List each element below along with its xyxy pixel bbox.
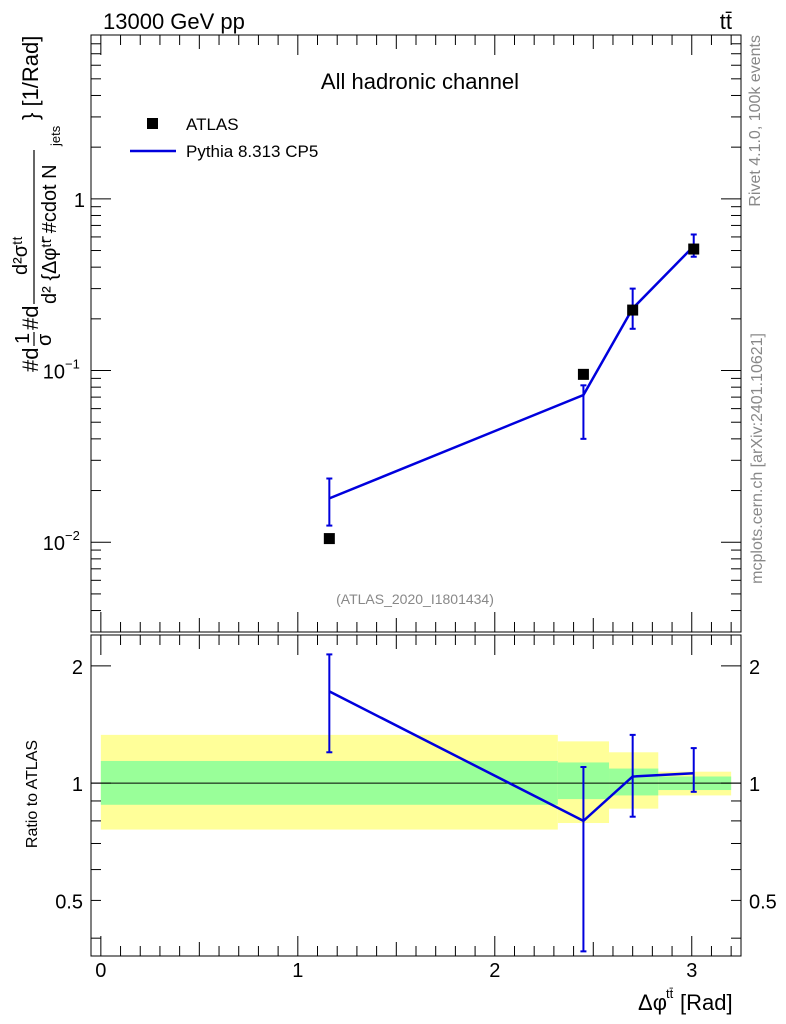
- xlabel-sup: tt̄: [666, 986, 674, 1001]
- main-title: All hadronic channel: [321, 69, 519, 94]
- main-ylabel: #d 1 σ #d d²σᵗᵗ d² {Δφᵗᵗ̄ #cdot N jets }…: [10, 36, 63, 372]
- data-point-atlas: [577, 368, 589, 380]
- ratio-y-tick-label-right: 1: [749, 774, 760, 796]
- ratio-y-tick-label-left: 1: [72, 774, 83, 796]
- y-tick-label-exponent: −2: [65, 528, 80, 543]
- analysis-label: (ATLAS_2020_I1801434): [336, 591, 494, 607]
- y-tick-label: 1: [74, 190, 85, 212]
- ratio-panel: 0.5 0.5 1 1 2 2 0 1 2 3 Ratio to ATLAS Δφ tt̄ [Ra…: [24, 634, 777, 1015]
- ratio-axis-ticks: 0.5 0.5 1 1 2 2 0 1 2 3: [55, 635, 777, 982]
- x-tick-label: 3: [686, 960, 697, 982]
- ylabel-units: } [1/Rad]: [18, 36, 43, 120]
- ylabel-prefix: #d: [18, 348, 43, 372]
- x-axis-title: Δφ tt̄ [Rad]: [638, 986, 733, 1015]
- legend-label-pythia: Pythia 8.313 CP5: [186, 142, 318, 161]
- ratio-line-pythia: [328, 690, 694, 823]
- ylabel-big-num: d²σᵗᵗ: [10, 236, 32, 275]
- ratio-y-tick-label-right: 0.5: [749, 891, 777, 913]
- data-point-atlas: [627, 304, 639, 316]
- energy-label: 13000 GeV pp: [103, 9, 245, 34]
- legend-label-atlas: ATLAS: [186, 115, 239, 134]
- xlabel-units: [Rad]: [680, 990, 733, 1015]
- main-panel: 10 −210 −11 All hadronic channel (ATLAS_20…: [10, 34, 742, 633]
- ylabel-big-den: d² {Δφᵗᵗ̄ #cdot N: [39, 164, 61, 304]
- main-axis-ticks: 10 −210 −11: [43, 34, 741, 633]
- ylabel-frac-den: σ: [34, 333, 56, 346]
- y-tick-label: 10: [43, 362, 65, 384]
- series-line-pythia: [328, 245, 695, 500]
- ratio-y-tick-label-left: 2: [72, 657, 83, 679]
- mcplots-label: mcplots.cern.ch [arXiv:2401.10621]: [749, 333, 766, 584]
- x-tick-label: 0: [95, 960, 106, 982]
- ylabel-big-den-sub: jets: [48, 125, 63, 147]
- xlabel-main: Δφ: [638, 990, 667, 1015]
- y-tick-label: 10: [43, 533, 65, 555]
- x-tick-label: 2: [489, 960, 500, 982]
- rivet-label: Rivet 4.1.0, 100k events: [747, 35, 764, 207]
- data-point-atlas: [688, 243, 700, 255]
- legend: ATLAS Pythia 8.313 CP5: [130, 115, 318, 161]
- data-point-atlas: [323, 533, 335, 545]
- process-label: tt̄: [720, 9, 732, 34]
- ratio-ylabel: Ratio to ATLAS: [24, 740, 41, 848]
- ratio-y-tick-label-left: 0.5: [55, 891, 83, 913]
- y-tick-label-exponent: −1: [65, 357, 80, 372]
- legend-marker-atlas: [147, 118, 158, 129]
- ylabel-frac-num: 1: [12, 333, 34, 344]
- ylabel-mid: #d: [18, 306, 43, 330]
- x-tick-label: 1: [292, 960, 303, 982]
- ratio-y-tick-label-right: 2: [749, 657, 760, 679]
